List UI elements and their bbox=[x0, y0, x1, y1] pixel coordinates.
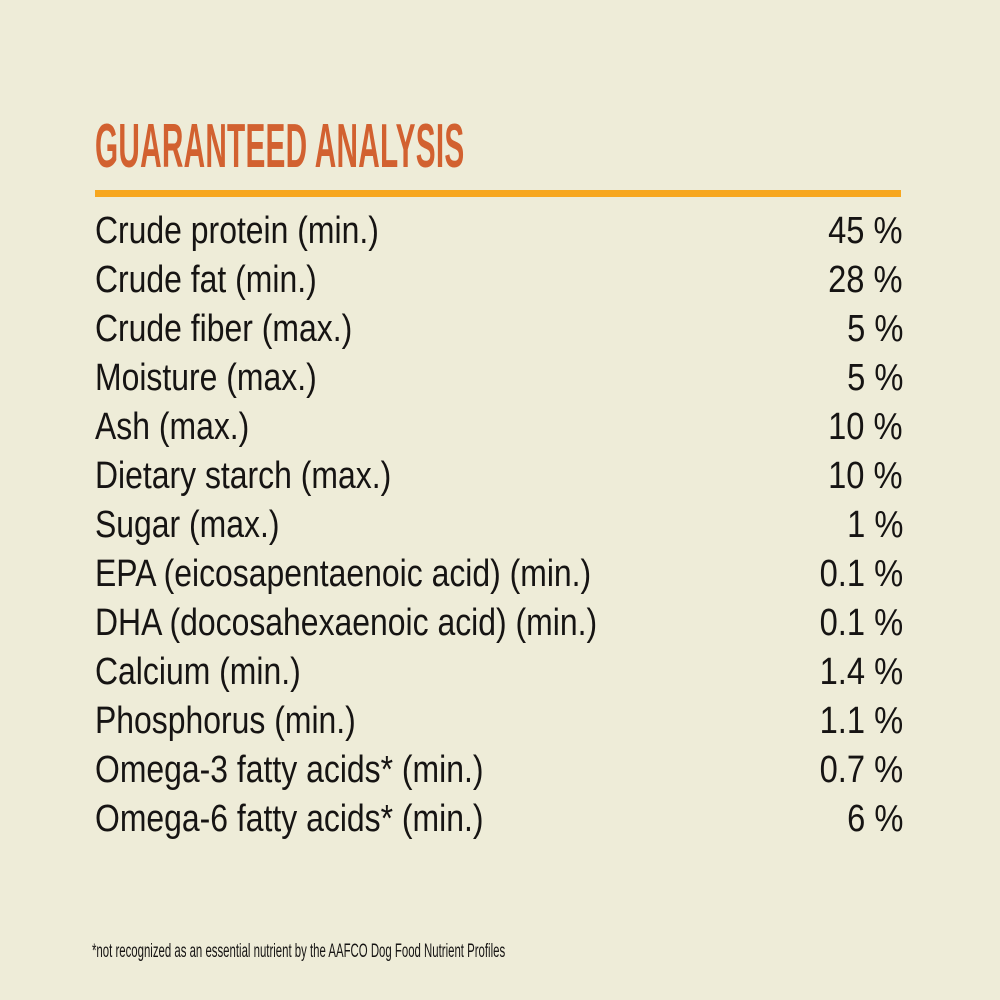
nutrient-label: DHA (docosahexaenoic acid) (min.) bbox=[95, 602, 598, 644]
table-row: Crude protein (min.) 45 % bbox=[95, 207, 903, 256]
table-row: Omega-6 fatty acids* (min.) 6 % bbox=[95, 795, 903, 844]
nutrient-label: Moisture (max.) bbox=[95, 357, 317, 399]
aafco-footnote: *not recognized as an essential nutrient… bbox=[92, 941, 506, 962]
table-row: Sugar (max.) 1 % bbox=[95, 501, 903, 550]
table-row: DHA (docosahexaenoic acid) (min.) 0.1 % bbox=[95, 599, 903, 648]
nutrient-value: 1 % bbox=[846, 504, 903, 546]
nutrient-value: 0.1 % bbox=[819, 553, 903, 595]
nutrient-table: Crude protein (min.) 45 % Crude fat (min… bbox=[95, 207, 903, 844]
nutrient-value: 10 % bbox=[828, 455, 903, 497]
nutrient-value: 1.1 % bbox=[819, 700, 903, 742]
table-row: Crude fat (min.) 28 % bbox=[95, 256, 903, 305]
nutrient-value: 1.4 % bbox=[819, 651, 903, 693]
nutrient-label: Crude fat (min.) bbox=[95, 259, 317, 301]
nutrient-value: 5 % bbox=[846, 357, 903, 399]
page-title: GUARANTEED ANALYSIS bbox=[95, 112, 465, 181]
table-row: Phosphorus (min.) 1.1 % bbox=[95, 697, 903, 746]
nutrient-value: 0.7 % bbox=[819, 749, 903, 791]
nutrient-value: 45 % bbox=[828, 210, 903, 252]
table-row: EPA (eicosapentaenoic acid) (min.) 0.1 % bbox=[95, 550, 903, 599]
nutrient-label: Omega-6 fatty acids* (min.) bbox=[95, 798, 484, 840]
nutrient-value: 5 % bbox=[846, 308, 903, 350]
nutrient-value: 10 % bbox=[828, 406, 903, 448]
table-row: Ash (max.) 10 % bbox=[95, 403, 903, 452]
nutrient-label: Sugar (max.) bbox=[95, 504, 280, 546]
nutrient-label: Dietary starch (max.) bbox=[95, 455, 392, 497]
table-row: Omega-3 fatty acids* (min.) 0.7 % bbox=[95, 746, 903, 795]
table-row: Calcium (min.) 1.4 % bbox=[95, 648, 903, 697]
nutrient-value: 28 % bbox=[828, 259, 903, 301]
nutrient-label: Phosphorus (min.) bbox=[95, 700, 356, 742]
nutrient-value: 0.1 % bbox=[819, 602, 903, 644]
title-underline-rule bbox=[95, 190, 901, 197]
table-row: Crude fiber (max.) 5 % bbox=[95, 305, 903, 354]
nutrient-label: Crude fiber (max.) bbox=[95, 308, 353, 350]
table-row: Dietary starch (max.) 10 % bbox=[95, 452, 903, 501]
nutrient-label: EPA (eicosapentaenoic acid) (min.) bbox=[95, 553, 592, 595]
nutrient-label: Omega-3 fatty acids* (min.) bbox=[95, 749, 484, 791]
nutrient-label: Calcium (min.) bbox=[95, 651, 301, 693]
nutrient-value: 6 % bbox=[846, 798, 903, 840]
nutrient-label: Ash (max.) bbox=[95, 406, 250, 448]
table-row: Moisture (max.) 5 % bbox=[95, 354, 903, 403]
nutrient-label: Crude protein (min.) bbox=[95, 210, 379, 252]
